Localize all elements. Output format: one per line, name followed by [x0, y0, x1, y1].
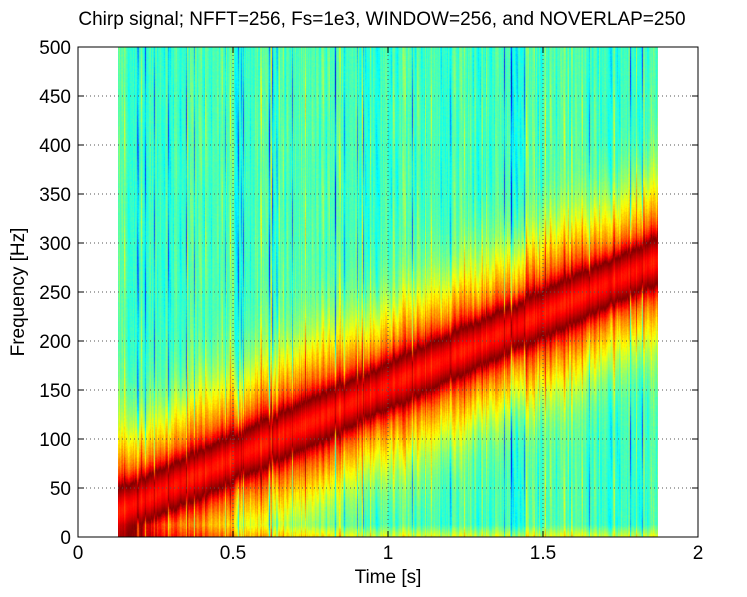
y-tick-label: 50 — [50, 479, 71, 500]
plot-area — [77, 46, 699, 538]
y-tick-label: 300 — [39, 234, 71, 255]
x-axis-label: Time [s] — [355, 567, 422, 588]
chart-title: Chirp signal; NFFT=256, Fs=1e3, WINDOW=2… — [78, 9, 685, 30]
x-tick-label: 0 — [73, 543, 84, 564]
x-tick-label: 1.5 — [530, 543, 556, 564]
y-tick-label: 200 — [39, 332, 71, 353]
ticks — [77, 46, 699, 538]
y-tick-label: 400 — [39, 136, 71, 157]
y-tick-label: 250 — [39, 283, 71, 304]
y-tick-label: 0 — [60, 528, 71, 549]
x-tick-label: 2 — [693, 543, 704, 564]
y-tick-label: 150 — [39, 381, 71, 402]
x-tick-label: 0.5 — [220, 543, 246, 564]
y-tick-label: 350 — [39, 185, 71, 206]
grid-lines — [78, 47, 698, 537]
x-tick-label: 1 — [383, 543, 394, 564]
x-tick-labels: 0 0.5 1 1.5 2 — [73, 543, 704, 564]
y-axis-label: Frequency [Hz] — [8, 228, 29, 357]
y-tick-labels: 0 50 100 150 200 250 300 350 400 450 500 — [39, 38, 71, 549]
y-tick-label: 500 — [39, 38, 71, 59]
y-tick-label: 100 — [39, 430, 71, 451]
y-tick-label: 450 — [39, 87, 71, 108]
